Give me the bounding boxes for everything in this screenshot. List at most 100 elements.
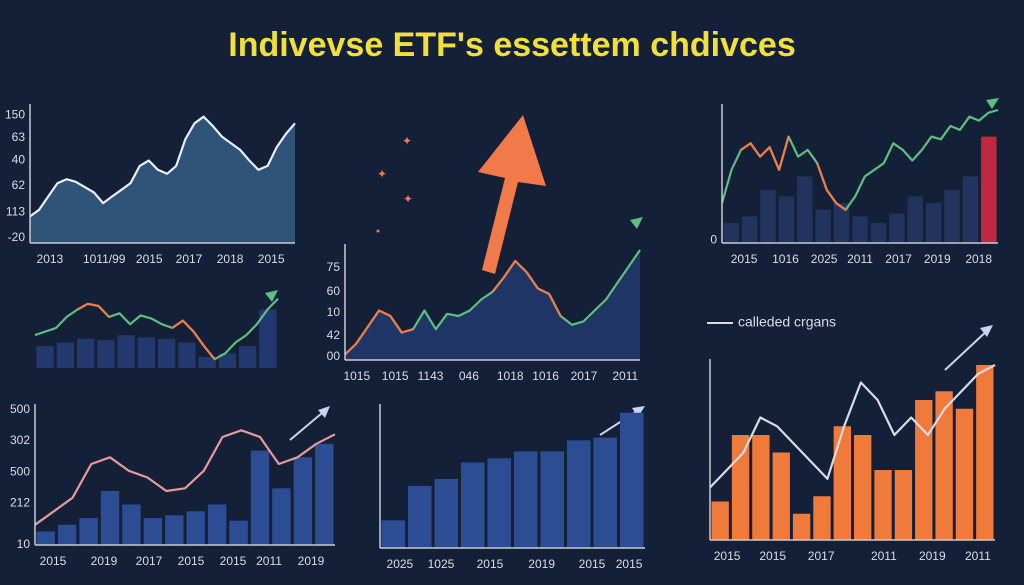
y-tick-label: 10 [327,305,341,319]
bar [874,470,892,540]
arrow-head [318,406,330,418]
arrow-head [986,98,999,109]
legend-label: calleded crgans [738,314,836,330]
y-tick-label: 62 [12,178,26,192]
bar [77,338,95,368]
bar [815,209,831,243]
bar [955,408,974,540]
bar [143,518,163,545]
x-tick-label: 1025 [428,557,455,571]
bar [36,346,54,368]
line [740,136,847,211]
y-tick-label: 113 [6,205,25,219]
bar [915,400,933,540]
bar [487,458,511,548]
big-arrow [478,115,546,274]
bar [833,203,850,243]
bar [752,435,770,540]
bar [540,451,564,548]
bar [792,513,811,540]
y-tick-label: 63 [12,130,26,144]
area [345,250,640,360]
y-tick-label: -20 [8,230,26,244]
y-tick-label: 40 [12,153,26,167]
x-tick-label: 2019 [924,252,951,266]
x-tick-label: 2015 [579,557,606,571]
x-tick-label: 2017 [176,252,203,266]
bar [207,504,227,545]
bar [198,357,216,368]
x-tick-label: 1016 [772,252,799,266]
bar [434,479,458,548]
bar [741,216,758,243]
bar [981,136,997,243]
x-tick-label: 1018 [497,369,524,383]
star: ✦ [403,192,413,206]
x-tick-label: 2015 [258,252,285,266]
bar [894,470,913,540]
star: ✦ [402,134,412,148]
x-tick-label: 2019 [298,554,325,568]
bar [381,520,405,548]
x-tick-label: 2011 [612,369,638,383]
x-tick-label: 2019 [919,549,946,563]
x-tick-label: 2017 [136,554,163,568]
dot [376,229,380,233]
x-tick-label: 2019 [91,554,118,568]
x-tick-label: 2015 [731,252,758,266]
bar [813,496,831,540]
x-tick-label: 046 [459,369,479,383]
y-tick-label: 75 [327,260,341,274]
star: ✦ [377,167,387,181]
bar [79,518,98,545]
y-tick-label: 0 [710,233,717,247]
decor: ✦ ✦ ✦ [265,98,999,441]
bar [165,515,184,545]
bar [461,462,485,548]
x-tick-label: 2015 [178,554,205,568]
bar [889,213,905,243]
bar [158,338,176,368]
x-tick-label: 2015 [759,549,786,563]
x-tick-label: 2015 [220,554,247,568]
x-tick-label: 2015 [714,549,741,563]
x-tick-label: 2015 [616,557,643,571]
x-tick-label: 1016 [532,369,559,383]
x-tick-label: 2011 [871,549,897,563]
x-tick-label: 2019 [528,557,555,571]
bar [117,335,135,368]
bar [772,452,790,540]
x-tick-label: 2025 [811,252,838,266]
bar [852,216,868,243]
x-tick-label: 1015 [382,369,409,383]
y-tick-label: 60 [327,284,341,298]
arrow-head [265,290,278,302]
page-title: Indivevse ETF's essettem chdivces [228,26,795,64]
y-tick-label: 42 [327,328,341,342]
x-tick-label: 2013 [37,252,64,266]
y-tick-label: 212 [10,495,30,509]
bar [935,391,953,540]
bar [907,196,923,243]
y-tick-label: 00 [327,349,341,363]
bar [57,524,77,545]
y-tick-label: 500 [10,402,30,416]
bar [122,504,141,545]
x-tick-label: 2018 [965,252,992,266]
bar [593,437,617,548]
bar [229,520,248,545]
bar [293,457,313,545]
bar [218,353,236,368]
line [29,115,296,218]
y-tick-label: 302 [10,433,30,447]
arrow-head [630,217,643,229]
y-tick-label: 500 [10,464,30,478]
bar [711,501,729,540]
y-tick-label: 150 [5,107,25,121]
arrow [944,327,991,371]
bar [620,412,644,548]
line [709,364,996,489]
x-tick-label: 2015 [40,554,67,568]
arrow-head [980,325,993,337]
